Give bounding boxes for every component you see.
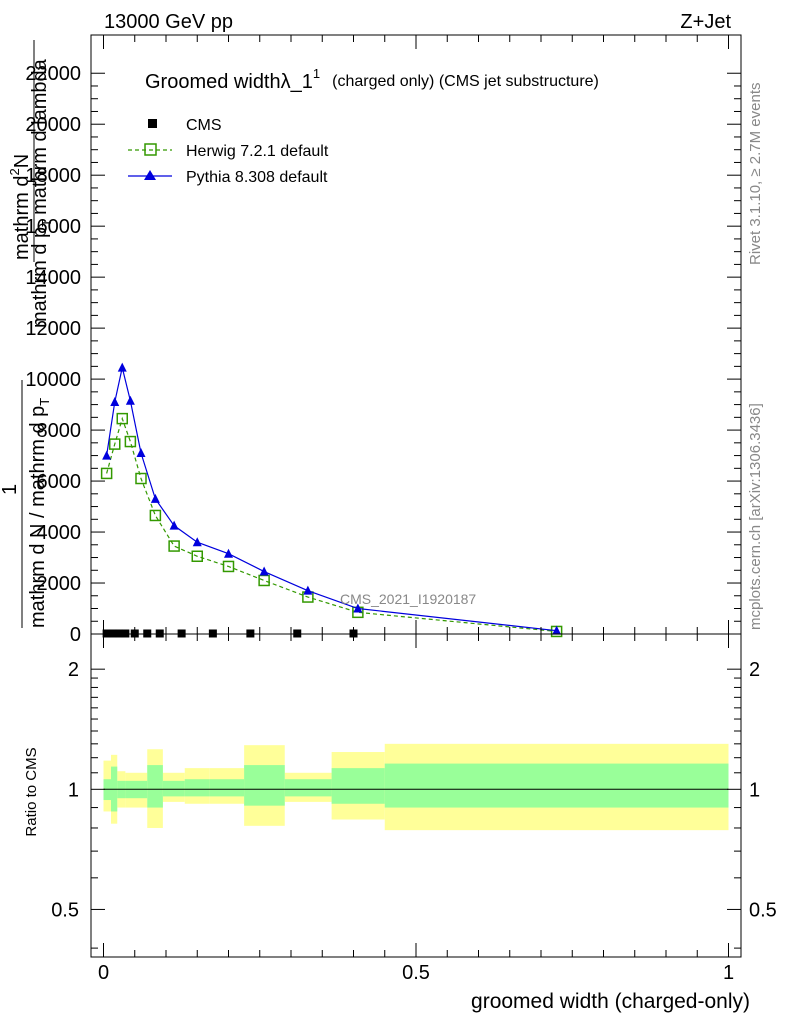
x-tick-label: 0 — [98, 962, 109, 984]
rivet-label: Rivet 3.1.10, ≥ 2.7M events — [747, 83, 764, 266]
ratio-ytick-label-left: 0.5 — [51, 899, 79, 921]
herwig-point — [116, 412, 128, 425]
cms-point — [108, 629, 117, 638]
main-ytick-label: 14000 — [25, 267, 81, 289]
legend-cms-marker — [148, 119, 157, 128]
header-left: 13000 GeV pp — [104, 11, 233, 33]
pythia-point — [117, 362, 127, 372]
legend-pythia-label: Pythia 8.308 default — [186, 169, 328, 186]
herwig-point — [109, 438, 121, 450]
ratio-inner-band — [162, 780, 185, 797]
analysis-watermark: CMS_2021_I1920187 — [340, 591, 476, 607]
ratio-inner-band — [184, 779, 210, 797]
pythia-point — [125, 395, 135, 405]
legend-cms-label: CMS — [186, 117, 222, 134]
pythia-line — [106, 367, 557, 632]
ratio-ytick-label-right: 1 — [749, 779, 760, 801]
x-tick-label: 0.5 — [402, 962, 430, 984]
pythia-point — [303, 585, 313, 595]
title-rest: (charged only) (CMS jet substructure) — [332, 73, 599, 90]
ratio-ytick-label-right: 2 — [749, 659, 760, 681]
cms-point — [121, 629, 130, 638]
ratio-inner-band — [209, 779, 245, 797]
herwig-line — [106, 416, 557, 633]
cms-point — [246, 629, 255, 638]
main-plot — [100, 362, 563, 638]
herwig-point — [124, 435, 137, 448]
main-ylabel: mathrm d2N mathrm d pTmathrm d lambda 1 … — [0, 40, 54, 628]
cms-point — [115, 629, 124, 638]
herwig-point — [168, 540, 180, 552]
main-ytick-label: 18000 — [25, 165, 81, 187]
herwig-point — [222, 560, 235, 573]
herwig-point — [149, 509, 162, 522]
pythia-point — [150, 493, 160, 503]
ylabel-one: 1 — [0, 484, 21, 495]
herwig-point — [100, 467, 113, 480]
pythia-point — [224, 548, 233, 558]
pythia-point — [102, 450, 112, 460]
ratio-ytick-label-left: 1 — [68, 779, 79, 801]
legend: CMS Herwig 7.2.1 default Pythia 8.308 de… — [128, 117, 329, 186]
herwig-point — [258, 574, 270, 587]
pythia-point — [192, 537, 202, 547]
cms-point — [293, 629, 302, 638]
cms-point — [155, 629, 164, 638]
ratio-inner-band — [384, 763, 729, 808]
title-sup: 1 — [313, 66, 320, 81]
legend-herwig-label: Herwig 7.2.1 default — [186, 143, 329, 160]
ylabel-top-num: mathrm d2N — [7, 154, 33, 260]
cms-point — [102, 629, 111, 638]
ylabel-bottom: mathrm d N / mathrm d pT — [27, 398, 52, 628]
cms-point — [208, 629, 217, 638]
herwig-point — [191, 550, 203, 563]
herwig-point — [135, 472, 147, 485]
ratio-inner-band — [244, 765, 285, 806]
main-ytick-label: 0 — [70, 624, 81, 646]
main-ytick-label: 20000 — [25, 114, 81, 136]
plot-title: Groomed widthλ_11 (charged only) (CMS jet… — [145, 66, 599, 93]
main-ytick-label: 6000 — [37, 471, 82, 493]
main-ytick-label: 8000 — [37, 420, 82, 442]
main-ytick-label: 12000 — [25, 318, 81, 340]
ratio-inner-band — [284, 779, 332, 797]
main-ytick-label: 16000 — [25, 216, 81, 238]
ratio-bands — [103, 743, 729, 831]
pythia-point — [353, 603, 363, 613]
pythia-point — [110, 397, 120, 407]
pythia-point — [552, 625, 562, 635]
ratio-axes: 0.5 0.5 1 1 2 2 0 0.5 1 — [51, 633, 777, 984]
main-ytick-label: 2000 — [37, 573, 82, 595]
mcplots-label: mcplots.cern.ch [arXiv:1306.3436] — [747, 403, 764, 630]
header-right: Z+Jet — [680, 11, 731, 33]
main-ytick-label: 4000 — [37, 522, 82, 544]
ylabel-top-den: mathrm d pTmathrm d lambda — [29, 58, 54, 328]
cms-point — [143, 629, 152, 638]
ratio-inner-band — [147, 765, 163, 808]
x-axis-label: groomed width (charged-only) — [471, 990, 750, 1013]
pythia-point — [169, 520, 179, 530]
main-axes: 0 2000 4000 6000 8000 10000 12000 14000 16000 180… — [25, 34, 742, 646]
ratio-inner-band — [331, 768, 385, 804]
x-tick-label: 1 — [723, 962, 734, 984]
pythia-point — [259, 566, 269, 576]
pythia-point — [136, 448, 146, 458]
title-lambda: λ_1 — [281, 71, 313, 93]
ratio-ytick-label-right: 0.5 — [749, 899, 777, 921]
ratio-ytick-label-left: 2 — [68, 659, 79, 681]
legend-herwig-marker — [144, 143, 157, 156]
title-main: Groomed width — [145, 71, 281, 93]
ratio-ylabel: Ratio to CMS — [23, 747, 40, 836]
legend-pythia-marker — [144, 170, 156, 180]
main-ytick-label: 10000 — [25, 369, 81, 391]
main-ytick-label: 22000 — [25, 63, 81, 85]
cms-point — [177, 629, 186, 638]
